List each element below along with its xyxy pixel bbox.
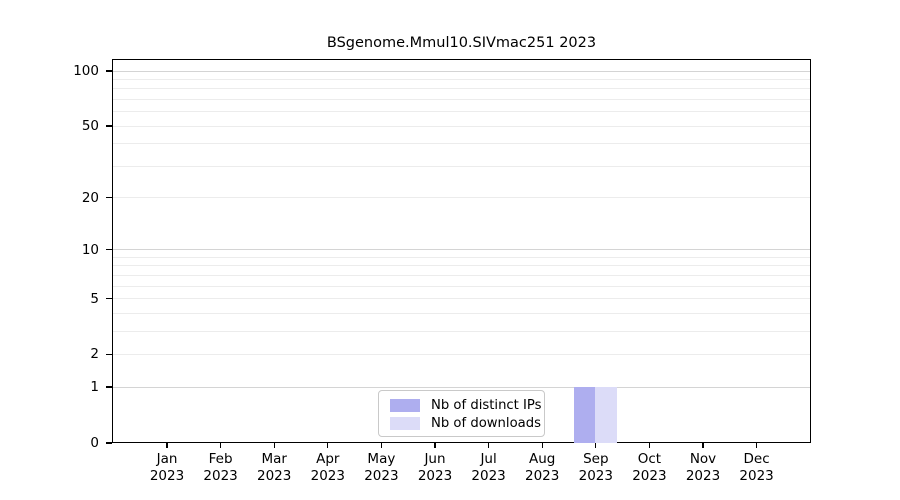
x-tick-mark [648, 443, 651, 448]
gridline [113, 256, 810, 258]
x-tick-label: Mar 2023 [257, 451, 292, 484]
gridline [113, 197, 810, 199]
legend-label-distinct-ips: Nb of distinct IPs [431, 397, 542, 413]
y-tick-label: 0 [90, 435, 99, 451]
x-tick-label: Dec 2023 [739, 451, 774, 484]
x-tick-label: Jun 2023 [417, 451, 453, 484]
x-tick-mark [219, 443, 222, 448]
gridline [113, 88, 810, 90]
legend-swatch-distinct-ips [390, 398, 420, 412]
legend: Nb of distinct IPs Nb of downloads [378, 390, 545, 437]
gridline [113, 111, 810, 113]
y-tick-label: 20 [81, 189, 99, 206]
x-tick-mark [755, 443, 758, 448]
gridline [113, 274, 810, 276]
x-tick-mark [541, 443, 543, 448]
y-tick-mark [106, 442, 112, 444]
gridline [113, 125, 810, 127]
x-tick-mark [702, 443, 704, 448]
y-tick-label: 10 [81, 241, 99, 258]
gridline [113, 165, 810, 167]
x-tick-label: Aug 2023 [525, 451, 560, 484]
x-tick-mark [327, 443, 329, 448]
x-tick-mark [166, 443, 168, 448]
gridline [113, 143, 810, 145]
y-tick-mark [106, 386, 112, 388]
gridline [113, 78, 810, 80]
gridline [113, 285, 810, 287]
y-tick-label: 50 [81, 118, 99, 135]
legend-entry-downloads: Nb of downloads [390, 415, 541, 431]
gridline [113, 354, 810, 356]
x-tick-label: Nov 2023 [685, 451, 721, 484]
x-tick-label: Feb 2023 [203, 451, 238, 484]
x-tick-mark [273, 443, 275, 448]
x-tick-label: Sep 2023 [578, 451, 613, 484]
x-tick-mark [595, 443, 597, 448]
gridline [113, 330, 810, 332]
bar-downloads [595, 386, 617, 443]
plot-area [112, 59, 811, 443]
x-tick-mark [434, 443, 436, 448]
legend-entry-distinct-ips: Nb of distinct IPs [390, 397, 542, 413]
x-tick-label: Jan 2023 [149, 451, 185, 484]
x-tick-label: Jul 2023 [471, 451, 506, 484]
x-tick-mark [380, 443, 383, 448]
y-tick-mark [106, 196, 112, 199]
x-tick-label: Oct 2023 [632, 451, 667, 484]
chart-title: BSgenome.Mmul10.SIVmac251 2023 [326, 35, 597, 51]
y-tick-label: 5 [90, 290, 99, 307]
gridline [113, 298, 810, 300]
gridline [113, 98, 810, 100]
y-tick-label: 2 [90, 346, 99, 363]
x-tick-mark [487, 443, 490, 448]
y-tick-mark [106, 249, 112, 251]
gridline [113, 70, 810, 72]
x-tick-label: May 2023 [364, 451, 399, 484]
y-tick-mark [106, 125, 112, 127]
gridline [113, 249, 810, 251]
legend-label-downloads: Nb of downloads [431, 415, 541, 431]
legend-swatch-downloads [390, 416, 420, 430]
y-tick-label: 1 [90, 379, 99, 396]
gridline [113, 265, 810, 267]
y-tick-mark [106, 297, 112, 300]
y-tick-mark [106, 70, 112, 72]
gridline [113, 312, 810, 314]
gridline [113, 386, 810, 388]
bar-distinct-ips [573, 386, 596, 443]
y-tick-mark [106, 353, 112, 356]
y-tick-label: 100 [73, 62, 99, 79]
x-tick-label: Apr 2023 [310, 451, 345, 484]
